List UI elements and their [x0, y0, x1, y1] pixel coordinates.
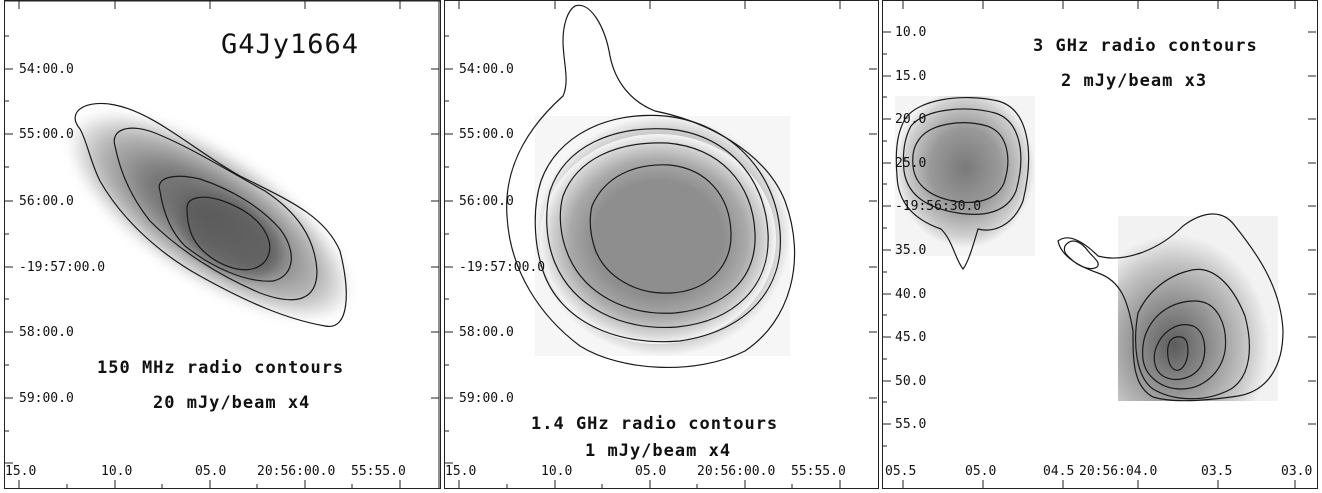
x-label: 03.5	[1201, 464, 1232, 479]
emission-1-4ghz	[535, 116, 790, 356]
y-label: 54:00.0	[19, 62, 74, 77]
panel-1-4ghz-image: 54:00.0 55:00.0 56:00.0 -19:57:00.0 58:0…	[445, 1, 877, 488]
caption-line-1: 3 GHz radio contours	[1033, 36, 1258, 56]
x-label: 03.0	[1281, 464, 1312, 479]
y-label: 50.0	[895, 374, 926, 389]
y-label: 58:00.0	[459, 325, 514, 340]
x-label: 20:56:00.0	[257, 464, 335, 479]
x-label: 05.0	[965, 464, 996, 479]
x-label: 15.0	[5, 464, 36, 479]
x-label: 10.0	[541, 464, 572, 479]
x-label: 10.0	[101, 464, 132, 479]
y-label: 54:00.0	[459, 62, 514, 77]
x-label: 05.5	[885, 464, 916, 479]
y-label: 58:00.0	[19, 325, 74, 340]
ticks-1-4ghz	[445, 1, 877, 488]
caption-line-1: 1.4 GHz radio contours	[531, 414, 778, 434]
contours-3ghz	[895, 96, 1284, 402]
caption-line-1: 150 MHz radio contours	[97, 358, 344, 378]
caption-line-2: 20 mJy/beam x4	[153, 393, 310, 413]
y-label: 56:00.0	[19, 194, 74, 209]
emission-150mhz	[71, 114, 349, 318]
panel-3ghz-image: 10.0 15.0 20.0 25.0 -19:56:30.0 35.0 40.…	[883, 1, 1316, 488]
caption-line-2: 2 mJy/beam x3	[1061, 71, 1207, 91]
y-label: 25.0	[895, 156, 926, 171]
contours-150mhz	[74, 102, 347, 327]
y-label: 55.0	[895, 417, 926, 432]
y-label: 56:00.0	[459, 194, 514, 209]
x-label: 05.0	[635, 464, 666, 479]
y-label: 35.0	[895, 243, 926, 258]
y-label: 59:00.0	[459, 391, 514, 406]
y-label: -19:57:00.0	[19, 260, 105, 275]
caption-line-2: 1 mJy/beam x4	[585, 441, 731, 461]
y-label: 55:00.0	[19, 127, 74, 142]
y-label: 55:00.0	[459, 127, 514, 142]
ticks-150mhz	[5, 1, 440, 488]
y-label: -19:57:00.0	[459, 260, 545, 275]
x-label: 04.5	[1043, 464, 1074, 479]
x-label: 55:55.0	[351, 464, 406, 479]
x-label: 55:55.0	[791, 464, 846, 479]
y-label: 10.0	[895, 25, 926, 40]
x-label: 15.0	[445, 464, 476, 479]
contours-1-4ghz	[506, 4, 796, 368]
y-label: 20.0	[895, 112, 926, 127]
ticks-3ghz	[883, 1, 1316, 488]
x-label: 20:56:04.0	[1079, 464, 1157, 479]
x-label: 20:56:00.0	[697, 464, 775, 479]
panel-150mhz: 54:00.0 55:00.0 56:00.0 -19:57:00.0 58:0…	[4, 0, 441, 489]
y-label: 40.0	[895, 287, 926, 302]
panel-3ghz: 10.0 15.0 20.0 25.0 -19:56:30.0 35.0 40.…	[882, 0, 1318, 489]
y-label: 59:00.0	[19, 391, 74, 406]
x-label: 05.0	[195, 464, 226, 479]
panel-1-4ghz: 54:00.0 55:00.0 56:00.0 -19:57:00.0 58:0…	[444, 0, 879, 489]
panel-150mhz-image: 54:00.0 55:00.0 56:00.0 -19:57:00.0 58:0…	[5, 1, 440, 488]
y-label: 45.0	[895, 330, 926, 345]
source-name: G4Jy1664	[221, 29, 359, 60]
y-label: -19:56:30.0	[895, 199, 981, 214]
y-label: 15.0	[895, 69, 926, 84]
